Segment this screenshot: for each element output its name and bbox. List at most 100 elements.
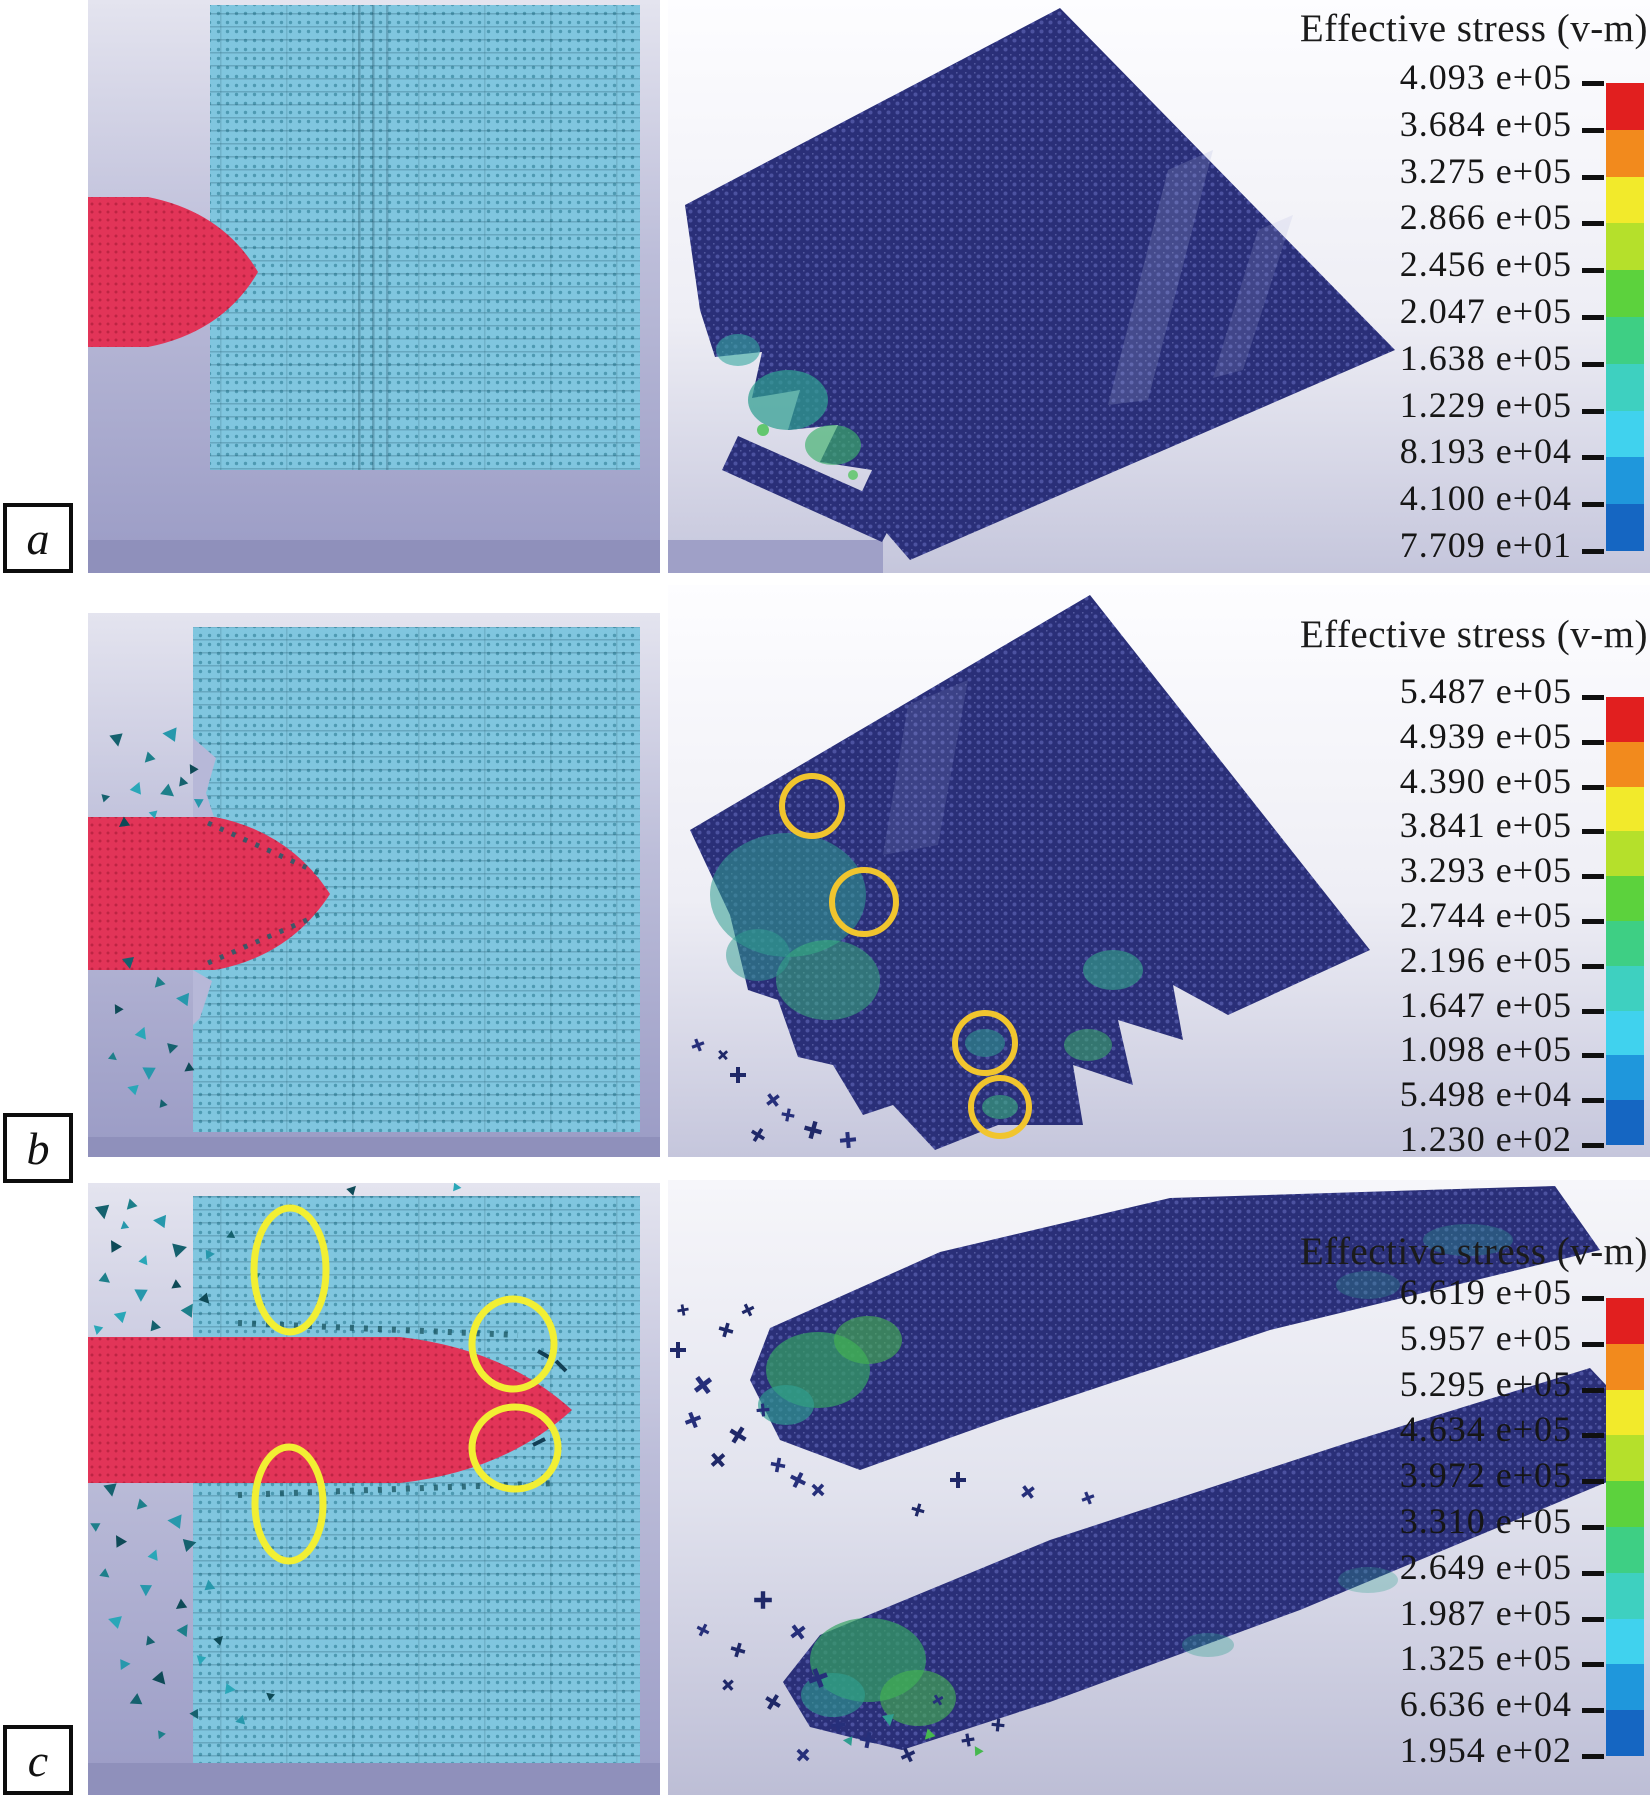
stress-hotspot (805, 425, 861, 465)
colorbar-tick (1582, 1341, 1604, 1347)
row-label-a: a (3, 503, 73, 573)
projectile (88, 197, 258, 347)
legend-value: 2.649 e+05 (1399, 1546, 1572, 1587)
legend-value: 3.310 e+05 (1399, 1501, 1572, 1541)
colorbar-segment (1606, 741, 1644, 788)
legend-value: 1.954 e+02 (1399, 1730, 1572, 1770)
colorbar-tick (1582, 1708, 1604, 1714)
colorbar-tick (1582, 81, 1604, 86)
row-label-b: b (3, 1113, 73, 1183)
colorbar-segment (1606, 1435, 1644, 1482)
colorbar-segment (1606, 176, 1644, 224)
legend-title: Effective stress (v-m) (1299, 613, 1648, 656)
legend-value: 5.295 e+05 (1399, 1363, 1572, 1404)
projectile (88, 1337, 572, 1483)
projectile (88, 817, 330, 970)
colorbar-tick (1582, 361, 1604, 367)
simulation-panel-a (88, 0, 660, 573)
legend-value: 6.619 e+05 (1399, 1272, 1572, 1312)
colorbar-tick (1582, 695, 1604, 700)
legend-value: 3.293 e+05 (1399, 850, 1572, 891)
colorbar-segment (1606, 1664, 1644, 1711)
mesh-light-streak (1108, 150, 1213, 405)
legend-title: Effective stress (v-m) (1299, 1230, 1648, 1273)
colorbar-segment (1606, 1710, 1644, 1757)
legend-value: 3.972 e+05 (1399, 1455, 1572, 1496)
legend-value: 1.098 e+05 (1399, 1029, 1572, 1070)
legend-value: 6.636 e+04 (1399, 1684, 1572, 1725)
legend-value: 1.647 e+05 (1399, 984, 1572, 1025)
colorbar-segment (1606, 965, 1644, 1012)
legend-value: 3.275 e+05 (1399, 150, 1572, 191)
colorbar-segment (1606, 697, 1644, 743)
colorbar-tick (1582, 1479, 1604, 1485)
colorbar-segment (1606, 457, 1644, 505)
colorbar-segment (1606, 223, 1644, 271)
mesh-body (685, 8, 1395, 560)
colorbar-tick (1582, 455, 1604, 461)
legend-value: 4.390 e+05 (1399, 760, 1572, 801)
colorbar-tick (1582, 1662, 1604, 1668)
legend-value: 5.957 e+05 (1399, 1317, 1572, 1358)
highlight-ellipse (468, 1403, 562, 1493)
stress-hotspot (1336, 1271, 1400, 1299)
colorbar-segment (1606, 410, 1644, 458)
row-label-c: c (3, 1725, 73, 1795)
legend-value: 2.047 e+05 (1399, 291, 1572, 331)
colorbar-tick (1582, 127, 1604, 133)
stress-mesh-lower-band (783, 1368, 1637, 1750)
legend-value: 4.093 e+05 (1399, 57, 1572, 97)
simulation-panel-c (88, 1183, 660, 1795)
legend-value: 1.987 e+05 (1399, 1592, 1572, 1633)
colorbar-tick (1582, 221, 1604, 227)
colorbar-tick (1582, 874, 1604, 880)
panel-bottom-strip (88, 1763, 660, 1795)
legend-value: 1.229 e+05 (1399, 384, 1572, 425)
colorbar-tick (1582, 784, 1604, 790)
legend-value: 4.100 e+04 (1399, 478, 1572, 519)
colorbar-segment (1606, 786, 1644, 832)
highlight-ellipse (251, 1443, 327, 1565)
colorbar-segment (1606, 1389, 1644, 1436)
colorbar-segment (1606, 876, 1644, 922)
colorbar-tick (1582, 549, 1604, 554)
colorbar-tick (1582, 1053, 1604, 1059)
colorbar-tick (1582, 174, 1604, 180)
debris-speckle-band (206, 820, 325, 878)
colorbar-tick (1582, 1143, 1604, 1148)
stress-panel-c (668, 1180, 1650, 1795)
colorbar-tick (1582, 829, 1604, 835)
stress-hotspot (748, 370, 828, 430)
target-plate (210, 5, 640, 470)
legend-value: 1.325 e+05 (1399, 1638, 1572, 1679)
legend-value: 3.841 e+05 (1399, 805, 1572, 846)
stress-panel-a (668, 0, 1650, 573)
legend-value: 2.866 e+05 (1399, 197, 1572, 238)
colorbar-segment (1606, 83, 1644, 131)
colorbar-tick (1582, 739, 1604, 745)
legend-value: 3.684 e+05 (1399, 103, 1572, 144)
stress-hotspot (1182, 1633, 1234, 1657)
stress-hotspot (776, 940, 880, 1020)
colorbar-segment (1606, 1055, 1644, 1101)
mesh-light-streak (1213, 215, 1293, 378)
colorbar-tick (1582, 315, 1604, 320)
colorbar-segment (1606, 504, 1644, 552)
legend-value: 4.939 e+05 (1399, 715, 1572, 756)
debris-speckle-band (207, 910, 324, 966)
colorbar-tick (1582, 408, 1604, 414)
mesh-detached-strip (722, 436, 900, 542)
stress-hotspot (758, 1385, 814, 1425)
legend-value: 2.744 e+05 (1399, 895, 1572, 935)
plate-erosion (193, 970, 212, 1025)
colorbar-segment (1606, 1572, 1644, 1620)
stress-hotspot (982, 1095, 1018, 1119)
colorbar-segment (1606, 270, 1644, 318)
legend-value: 8.193 e+04 (1399, 431, 1572, 472)
highlight-ellipse (250, 1204, 330, 1336)
highlight-circle (779, 773, 845, 839)
stress-hotspot (801, 1673, 865, 1717)
simulation-panel-b (88, 613, 660, 1157)
stress-hotspot (1338, 1567, 1398, 1593)
stress-hotspot (880, 1670, 956, 1726)
